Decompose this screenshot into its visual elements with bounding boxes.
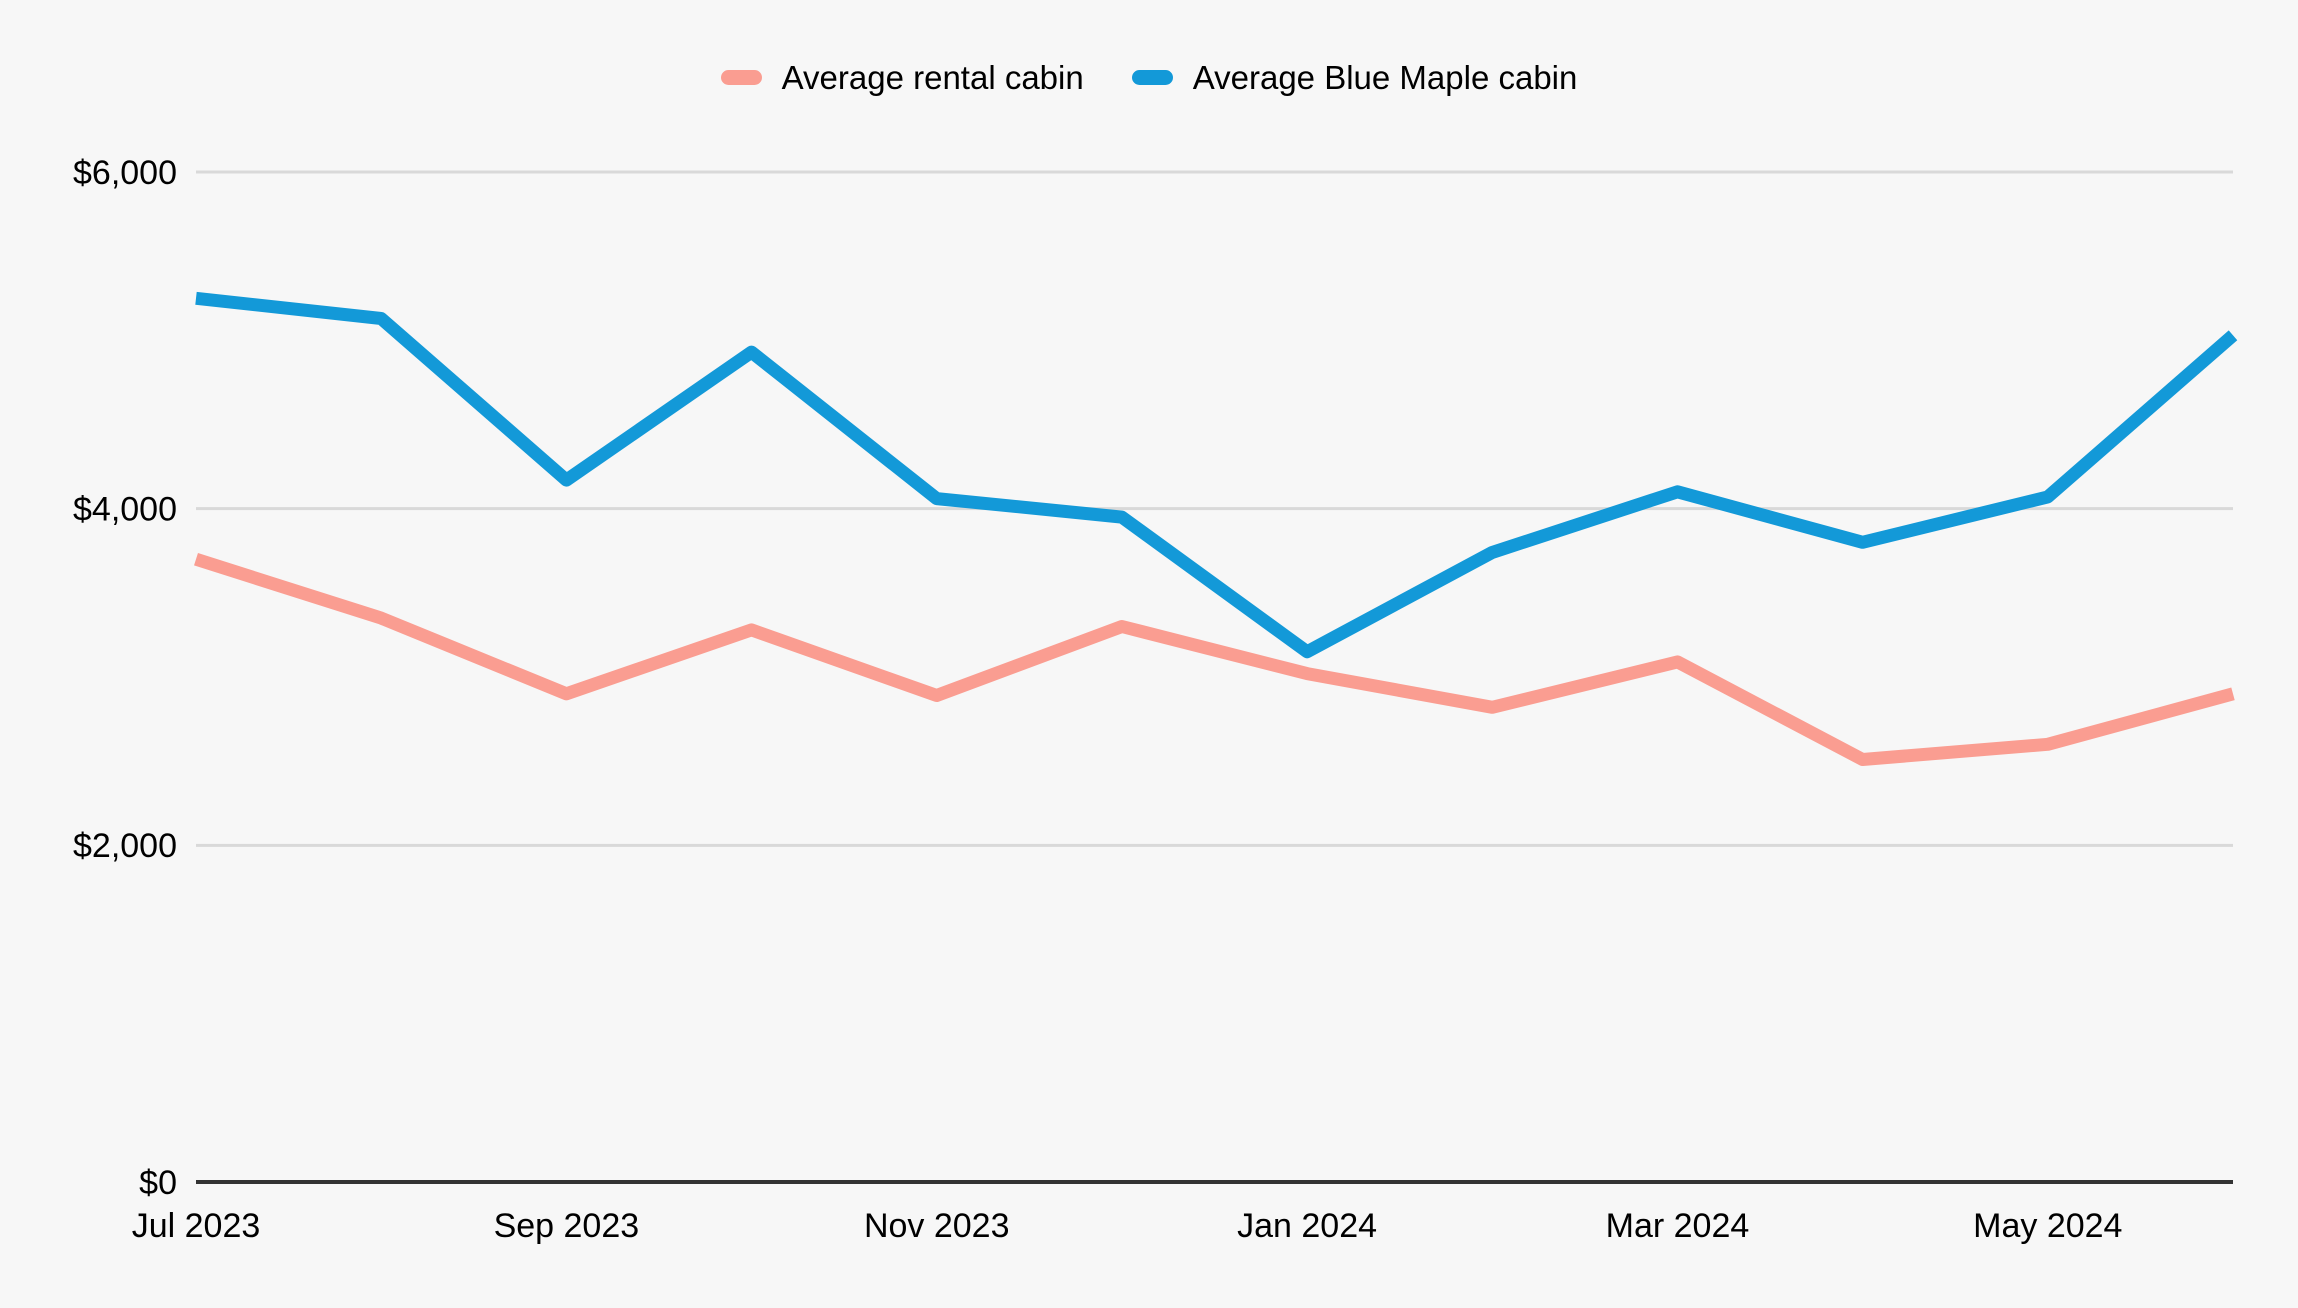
y-tick-label: $0 <box>139 1164 177 1202</box>
x-tick-label: Jul 2023 <box>132 1207 261 1245</box>
x-tick-label: May 2024 <box>1973 1207 2122 1245</box>
series-line-average-blue-maple-cabin <box>195 291 2238 659</box>
series-line-average-rental-cabin <box>194 553 2235 766</box>
y-tick-label: $2,000 <box>73 827 177 865</box>
y-tick-label: $4,000 <box>73 491 177 529</box>
y-tick-label: $6,000 <box>73 154 177 192</box>
x-tick-label: Jan 2024 <box>1237 1207 1377 1245</box>
x-tick-label: Mar 2024 <box>1606 1207 1750 1245</box>
x-tick-label: Nov 2023 <box>864 1207 1010 1245</box>
x-tick-label: Sep 2023 <box>494 1207 640 1245</box>
